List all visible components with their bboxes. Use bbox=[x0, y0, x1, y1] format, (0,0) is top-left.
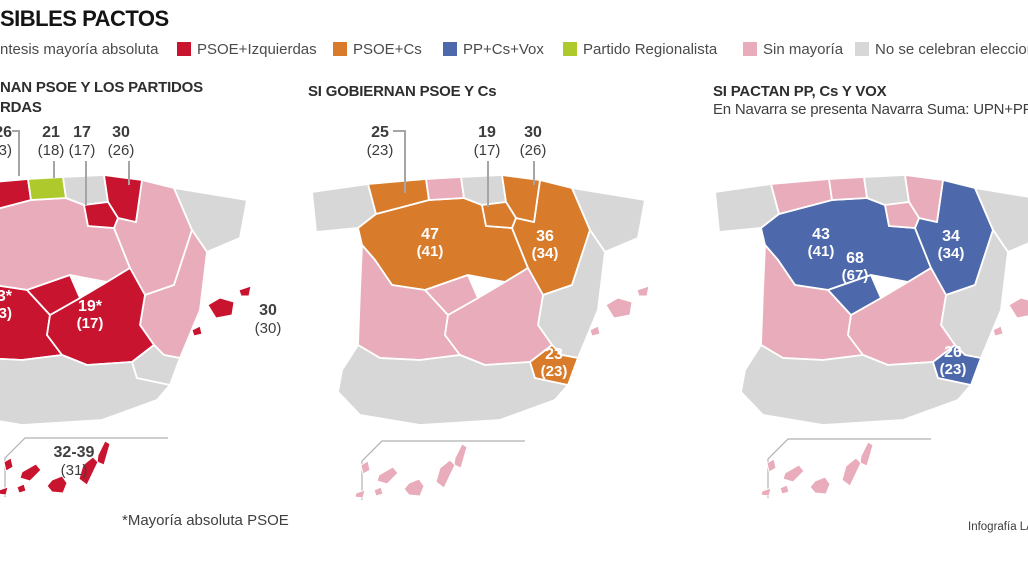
m3-label-murcia: 26 (23) bbox=[930, 344, 976, 378]
leader-line-m1-asturias-h bbox=[12, 130, 20, 132]
seats: 30 bbox=[524, 124, 542, 141]
m1-label-navarra: 30 (26) bbox=[106, 124, 136, 160]
seats: 32-39 bbox=[53, 444, 95, 461]
legend-swatch-psoe-izquierdas bbox=[177, 42, 191, 56]
legend-item-partido-regionalista: Partido Regionalista bbox=[563, 41, 717, 58]
legend-swatch-partido-regionalista bbox=[563, 42, 577, 56]
seats: 19 bbox=[478, 124, 496, 141]
m1-label-baleares: 30 (30) bbox=[248, 302, 288, 338]
map-pp-cs-vox bbox=[714, 174, 1028, 499]
m1-label-castilla-la-mancha: 19* (17) bbox=[64, 298, 116, 332]
m2-label-murcia: 23 (23) bbox=[532, 346, 576, 380]
leader-line-m2-asturias-h bbox=[393, 130, 406, 132]
leader-line-m1-asturias-v bbox=[18, 130, 20, 176]
leader-line-m1-la-rioja bbox=[85, 161, 87, 205]
leader-line-m2-la-rioja bbox=[487, 161, 489, 207]
majority: (31) bbox=[60, 462, 88, 479]
m1-label-la-rioja: 17 (17) bbox=[67, 124, 97, 160]
majority: (17) bbox=[68, 142, 96, 159]
majority: (26) bbox=[519, 142, 547, 159]
m2-label-asturias: 25 (23) bbox=[362, 124, 398, 160]
legend-item-sin-mayoria: Sin mayoría bbox=[743, 41, 843, 58]
map2-title: SI GOBIERNAN PSOE Y Cs bbox=[308, 83, 497, 100]
legend-label: Partido Regionalista bbox=[583, 41, 718, 58]
majority: (34) bbox=[937, 245, 965, 262]
majority: (23) bbox=[939, 361, 967, 378]
legend-swatch-pp-cs-vox bbox=[443, 42, 457, 56]
leader-line-m1-cantabria bbox=[53, 161, 55, 178]
map3-title: SI PACTAN PP, Cs Y VOX bbox=[713, 83, 887, 100]
seats: 30 bbox=[112, 124, 130, 141]
credit-line: Infografía LA bbox=[968, 521, 1028, 533]
majority: (26) bbox=[107, 142, 135, 159]
m2-label-castilla-y-leon: 47 (41) bbox=[405, 226, 455, 260]
m1-label-cantabria: 21 (18) bbox=[36, 124, 66, 160]
legend-label: PP+Cs+Vox bbox=[463, 41, 544, 58]
seats: 19* bbox=[77, 298, 103, 315]
seats: 26 bbox=[0, 124, 12, 141]
seats: 17 bbox=[73, 124, 91, 141]
m3-label-madrid: 68 (67) bbox=[832, 250, 878, 284]
page-title: SIBLES PACTOS bbox=[0, 6, 169, 31]
seats: 21 bbox=[42, 124, 60, 141]
seats: 68 bbox=[846, 250, 864, 267]
m2-label-aragon: 36 (34) bbox=[522, 228, 568, 262]
legend-item-psoe-izquierdas: PSOE+Izquierdas bbox=[177, 41, 317, 58]
majority: (17) bbox=[76, 315, 104, 332]
legend-label: PSOE+Izquierdas bbox=[197, 41, 317, 58]
seats: 23* bbox=[0, 288, 12, 305]
map3-subtitle: En Navarra se presenta Navarra Suma: UPN… bbox=[713, 101, 1028, 118]
seats: 26 bbox=[944, 344, 962, 361]
map1-title: NAN PSOE Y LOS PARTIDOS RDAS bbox=[0, 78, 203, 118]
majority: (34) bbox=[531, 245, 559, 262]
m1-label-canarias: 32-39 (31) bbox=[47, 444, 101, 480]
m1-label-asturias: 26 (23) bbox=[0, 124, 12, 160]
majority: (18) bbox=[37, 142, 65, 159]
legend-label: PSOE+Cs bbox=[353, 41, 422, 58]
majority: (30) bbox=[254, 320, 282, 337]
seats: 25 bbox=[371, 124, 389, 141]
legend-swatch-no-elecciones bbox=[855, 42, 869, 56]
legend-label: No se celebran elecciones bbox=[875, 41, 1028, 58]
m3-label-castilla-y-leon: 43 (41) bbox=[797, 226, 845, 260]
majority: (23) bbox=[0, 305, 12, 322]
legend-swatch-sin-mayoria bbox=[743, 42, 757, 56]
leader-line-m2-navarra bbox=[533, 161, 535, 185]
legend-label: Sin mayoría bbox=[763, 41, 844, 58]
majority: (23) bbox=[0, 142, 12, 159]
seats: 47 bbox=[421, 226, 439, 243]
m2-label-navarra: 30 (26) bbox=[518, 124, 548, 160]
legend-item-pp-cs-vox: PP+Cs+Vox bbox=[443, 41, 544, 58]
m2-label-la-rioja: 19 (17) bbox=[472, 124, 502, 160]
majority: (41) bbox=[416, 243, 444, 260]
seats: 43 bbox=[812, 226, 830, 243]
seats: 23 bbox=[545, 346, 563, 363]
majority: (23) bbox=[366, 142, 394, 159]
majority: (17) bbox=[473, 142, 501, 159]
map-psoe-cs bbox=[311, 174, 650, 501]
legend-note: ntesis mayoría absoluta bbox=[0, 41, 159, 58]
majority: (23) bbox=[540, 363, 568, 380]
m3-label-aragon: 34 (34) bbox=[928, 228, 974, 262]
majority: (41) bbox=[807, 243, 835, 260]
majority: (67) bbox=[841, 267, 869, 284]
legend-swatch-psoe-cs bbox=[333, 42, 347, 56]
legend-item-psoe-cs: PSOE+Cs bbox=[333, 41, 422, 58]
leader-line-m1-navarra bbox=[128, 161, 130, 185]
seats: 34 bbox=[942, 228, 960, 245]
m1-footnote: *Mayoría absoluta PSOE bbox=[122, 512, 289, 529]
m1-label-madrid: 23* (23) bbox=[0, 288, 12, 322]
map1-title-line2: RDAS bbox=[0, 99, 42, 116]
legend-item-no-elecciones: No se celebran elecciones bbox=[855, 41, 1028, 58]
map1-title-line1: NAN PSOE Y LOS PARTIDOS bbox=[0, 79, 203, 96]
seats: 36 bbox=[536, 228, 554, 245]
map-psoe-izquierdas bbox=[0, 174, 252, 498]
leader-line-m2-asturias-v bbox=[404, 130, 406, 193]
seats: 30 bbox=[259, 302, 277, 319]
